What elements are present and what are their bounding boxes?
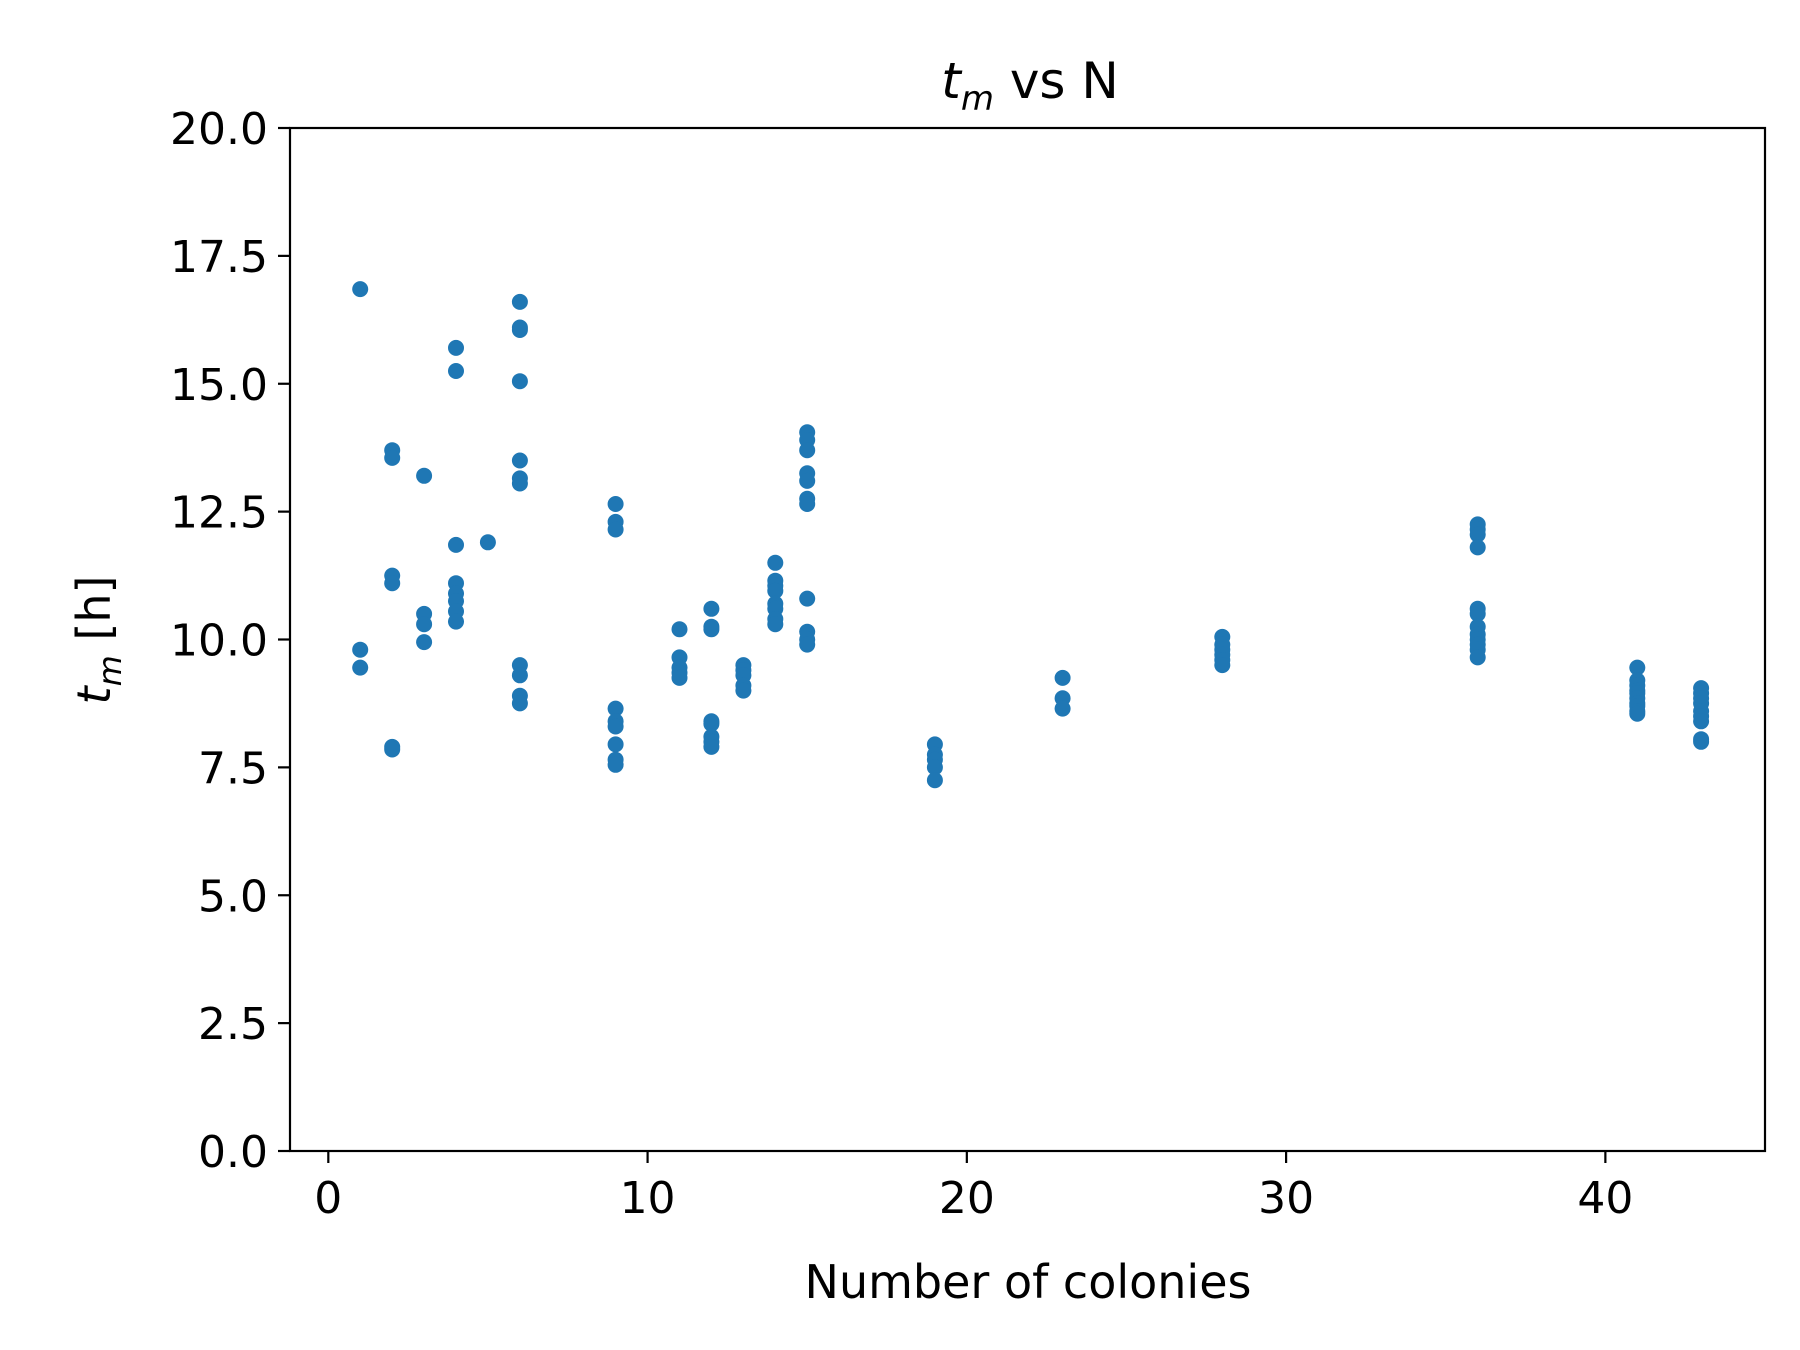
y-axis-label: tm [h] <box>67 576 129 705</box>
x-tick-label: 10 <box>620 1173 676 1224</box>
data-point <box>703 621 720 638</box>
data-point <box>1693 733 1710 750</box>
y-tick-label: 2.5 <box>198 999 268 1050</box>
y-tick-label: 20.0 <box>170 104 268 155</box>
data-point <box>1469 539 1486 556</box>
y-tick-label: 12.5 <box>170 488 268 539</box>
x-axis-label: Number of colonies <box>805 1255 1252 1309</box>
data-point <box>607 718 624 735</box>
data-points <box>352 281 1710 789</box>
y-tick-label: 17.5 <box>170 232 268 283</box>
data-point <box>479 534 496 551</box>
y-tick-label: 0.0 <box>198 1127 268 1178</box>
data-point <box>352 659 369 676</box>
data-point <box>1054 700 1071 717</box>
data-point <box>384 575 401 592</box>
data-point <box>511 293 528 310</box>
data-point <box>1054 669 1071 686</box>
data-point <box>767 582 784 599</box>
data-point <box>767 616 784 633</box>
data-point <box>416 616 433 633</box>
data-point <box>671 621 688 638</box>
x-tick-label: 30 <box>1258 1173 1314 1224</box>
data-point <box>511 475 528 492</box>
data-point <box>703 738 720 755</box>
chart-title-symbol: t <box>941 52 963 110</box>
data-point <box>352 281 369 298</box>
x-tick-label: 40 <box>1577 1173 1633 1224</box>
y-axis-label-subscript: m <box>91 655 129 686</box>
y-axis-label-rest: [h] <box>67 576 121 656</box>
data-point <box>448 339 464 356</box>
data-point <box>607 756 624 773</box>
chart-title: tm vs N <box>941 52 1119 119</box>
x-tick-label: 0 <box>314 1173 342 1224</box>
data-point <box>607 700 624 717</box>
data-point <box>607 521 624 538</box>
data-point <box>799 636 816 653</box>
data-point <box>607 496 624 512</box>
y-tick-label: 7.5 <box>198 743 268 794</box>
data-point <box>735 682 752 699</box>
data-point <box>799 590 816 607</box>
data-point <box>1469 526 1486 543</box>
data-point <box>448 536 464 553</box>
plot-frame <box>288 126 1767 1153</box>
y-axis-ticks: 0.0 2.5 5.0 7.5 10.0 12.5 15.0 17.5 20.0 <box>170 104 290 1178</box>
data-point <box>703 600 720 617</box>
data-point <box>511 695 528 712</box>
data-point <box>671 669 688 686</box>
x-tick-label: 20 <box>939 1173 995 1224</box>
y-tick-label: 5.0 <box>198 871 268 922</box>
data-point <box>1693 713 1710 730</box>
data-point <box>416 634 433 651</box>
data-point <box>511 667 528 684</box>
data-point <box>799 442 816 459</box>
data-point <box>448 363 464 379</box>
data-point <box>799 496 816 512</box>
y-axis-label-symbol: t <box>67 684 121 704</box>
x-axis-ticks: 0 10 20 30 40 <box>314 1151 1633 1224</box>
data-point <box>1469 605 1486 622</box>
data-point <box>384 449 401 466</box>
data-point <box>607 736 624 753</box>
data-point <box>1629 705 1646 722</box>
chart-title-subscript: m <box>961 79 994 119</box>
data-point <box>926 772 943 789</box>
data-point <box>448 613 464 630</box>
data-point <box>767 554 784 571</box>
data-point <box>703 715 720 732</box>
data-point <box>1629 659 1646 676</box>
y-tick-label: 15.0 <box>170 360 268 411</box>
data-point <box>416 467 433 484</box>
data-point <box>511 452 528 469</box>
data-point <box>1469 649 1486 666</box>
data-point <box>352 641 369 658</box>
chart-title-rest: vs N <box>994 52 1119 110</box>
data-point <box>511 322 528 338</box>
data-point <box>511 373 528 390</box>
data-point <box>1214 657 1231 674</box>
data-point <box>799 472 816 489</box>
data-point <box>926 759 943 776</box>
y-tick-label: 10.0 <box>170 616 268 667</box>
data-point <box>384 741 401 758</box>
